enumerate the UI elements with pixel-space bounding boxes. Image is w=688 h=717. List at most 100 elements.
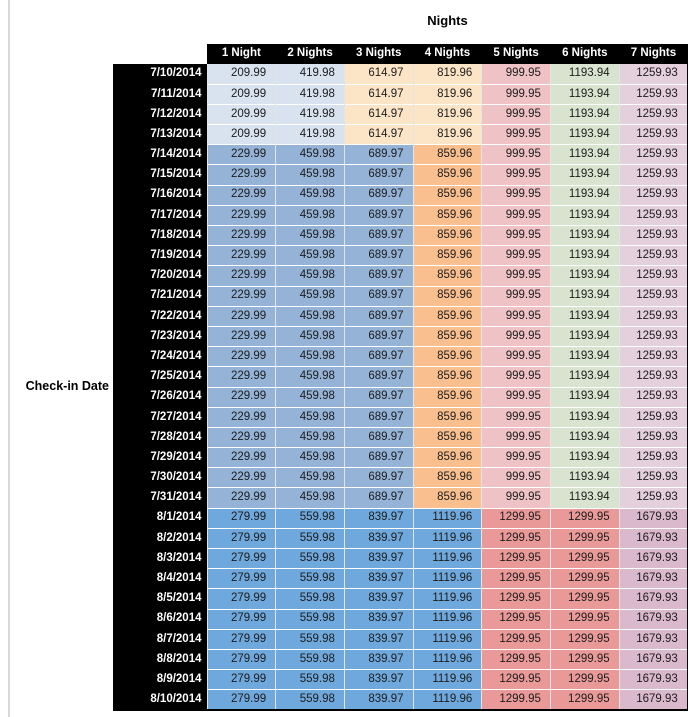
price-cell[interactable]: 459.98 xyxy=(275,164,345,186)
price-cell[interactable]: 559.98 xyxy=(275,527,345,549)
price-cell[interactable]: 229.99 xyxy=(206,487,276,509)
price-cell[interactable]: 839.97 xyxy=(343,608,414,630)
price-cell[interactable]: 689.97 xyxy=(343,305,414,327)
price-cell[interactable]: 1193.94 xyxy=(549,346,620,367)
price-cell[interactable]: 1299.95 xyxy=(549,628,620,650)
price-cell[interactable]: 1299.95 xyxy=(481,547,551,569)
row-header-date[interactable]: 7/13/2014 xyxy=(113,124,207,145)
price-cell[interactable]: 999.95 xyxy=(481,204,551,226)
row-header-date[interactable]: 7/23/2014 xyxy=(113,326,207,347)
price-cell[interactable]: 1193.94 xyxy=(549,184,620,206)
price-cell[interactable]: 999.95 xyxy=(481,265,551,287)
price-cell[interactable]: 839.97 xyxy=(343,628,414,650)
price-cell[interactable]: 229.99 xyxy=(206,245,276,266)
price-cell[interactable]: 459.98 xyxy=(275,346,345,367)
price-cell[interactable]: 459.98 xyxy=(275,305,345,327)
price-cell[interactable]: 1679.93 xyxy=(618,608,688,630)
price-cell[interactable]: 1259.93 xyxy=(618,285,688,307)
price-cell[interactable]: 229.99 xyxy=(206,467,276,488)
price-cell[interactable]: 279.99 xyxy=(206,507,276,529)
price-cell[interactable]: 279.99 xyxy=(206,669,276,690)
price-cell[interactable]: 1193.94 xyxy=(549,144,620,165)
row-header-date[interactable]: 7/12/2014 xyxy=(113,104,207,125)
price-cell[interactable]: 1119.96 xyxy=(412,628,482,650)
price-cell[interactable]: 689.97 xyxy=(343,325,414,347)
price-cell[interactable]: 1259.93 xyxy=(618,426,688,448)
price-cell[interactable]: 689.97 xyxy=(343,386,414,408)
price-cell[interactable]: 1259.93 xyxy=(618,487,688,509)
col-header-7-nights[interactable]: 7 Nights xyxy=(619,44,688,64)
price-cell[interactable]: 559.98 xyxy=(275,507,345,529)
price-cell[interactable]: 459.98 xyxy=(275,245,345,266)
price-cell[interactable]: 819.96 xyxy=(412,103,482,125)
row-header-date[interactable]: 7/10/2014 xyxy=(113,64,207,85)
price-cell[interactable]: 1193.94 xyxy=(549,366,620,387)
price-cell[interactable]: 1259.93 xyxy=(618,447,688,468)
price-cell[interactable]: 1119.96 xyxy=(412,608,482,630)
price-cell[interactable]: 1299.95 xyxy=(481,689,551,712)
price-cell[interactable]: 859.96 xyxy=(412,386,482,408)
price-cell[interactable]: 1679.93 xyxy=(618,588,688,610)
price-cell[interactable]: 279.99 xyxy=(206,547,276,569)
col-header-4-nights[interactable]: 4 Nights xyxy=(413,44,482,64)
price-cell[interactable]: 859.96 xyxy=(412,305,482,327)
price-cell[interactable]: 1259.93 xyxy=(618,164,688,186)
price-cell[interactable]: 279.99 xyxy=(206,628,276,650)
price-cell[interactable]: 1193.94 xyxy=(549,305,620,327)
price-cell[interactable]: 1193.94 xyxy=(549,325,620,347)
row-header-date[interactable]: 8/3/2014 xyxy=(113,548,207,569)
price-cell[interactable]: 1679.93 xyxy=(618,527,688,549)
row-header-date[interactable]: 7/30/2014 xyxy=(113,467,207,488)
price-cell[interactable]: 1679.93 xyxy=(618,568,688,589)
row-header-date[interactable]: 7/29/2014 xyxy=(113,447,207,468)
price-cell[interactable]: 1679.93 xyxy=(618,689,688,712)
price-cell[interactable]: 839.97 xyxy=(343,689,414,712)
row-header-date[interactable]: 8/4/2014 xyxy=(113,568,207,589)
price-cell[interactable]: 999.95 xyxy=(481,406,551,428)
price-cell[interactable]: 1193.94 xyxy=(549,467,620,488)
price-cell[interactable]: 459.98 xyxy=(275,467,345,488)
price-cell[interactable]: 209.99 xyxy=(206,64,276,85)
price-cell[interactable]: 614.97 xyxy=(343,124,414,145)
price-cell[interactable]: 1299.95 xyxy=(549,689,620,712)
price-cell[interactable]: 1259.93 xyxy=(618,204,688,226)
price-cell[interactable]: 1193.94 xyxy=(549,245,620,266)
price-cell[interactable]: 819.96 xyxy=(412,64,482,85)
price-cell[interactable]: 209.99 xyxy=(206,124,276,145)
price-cell[interactable]: 1259.93 xyxy=(618,406,688,428)
price-cell[interactable]: 279.99 xyxy=(206,648,276,670)
price-cell[interactable]: 279.99 xyxy=(206,527,276,549)
price-cell[interactable]: 229.99 xyxy=(206,346,276,367)
price-cell[interactable]: 859.96 xyxy=(412,285,482,307)
price-cell[interactable]: 1259.93 xyxy=(618,144,688,165)
price-cell[interactable]: 999.95 xyxy=(481,64,551,85)
price-cell[interactable]: 459.98 xyxy=(275,325,345,347)
price-cell[interactable]: 1299.95 xyxy=(481,568,551,589)
price-cell[interactable]: 614.97 xyxy=(343,64,414,85)
price-cell[interactable]: 1679.93 xyxy=(618,628,688,650)
price-cell[interactable]: 1259.93 xyxy=(618,184,688,206)
row-header-date[interactable]: 8/5/2014 xyxy=(113,588,207,610)
row-header-date[interactable]: 7/24/2014 xyxy=(113,346,207,367)
price-cell[interactable]: 459.98 xyxy=(275,285,345,307)
price-cell[interactable]: 1299.95 xyxy=(549,527,620,549)
col-header-2-nights[interactable]: 2 Nights xyxy=(275,44,345,64)
price-cell[interactable]: 839.97 xyxy=(343,648,414,670)
price-cell[interactable]: 999.95 xyxy=(481,124,551,145)
price-cell[interactable]: 839.97 xyxy=(343,588,414,610)
row-header-date[interactable]: 8/8/2014 xyxy=(113,649,207,670)
price-cell[interactable]: 1119.96 xyxy=(412,568,482,589)
price-cell[interactable]: 559.98 xyxy=(275,628,345,650)
price-cell[interactable]: 999.95 xyxy=(481,447,551,468)
price-cell[interactable]: 229.99 xyxy=(206,426,276,448)
price-cell[interactable]: 1259.93 xyxy=(618,305,688,327)
price-cell[interactable]: 279.99 xyxy=(206,689,276,712)
price-cell[interactable]: 459.98 xyxy=(275,366,345,387)
price-cell[interactable]: 1259.93 xyxy=(618,103,688,125)
price-cell[interactable]: 859.96 xyxy=(412,346,482,367)
price-cell[interactable]: 1299.95 xyxy=(481,608,551,630)
price-cell[interactable]: 1119.96 xyxy=(412,689,482,712)
price-cell[interactable]: 1679.93 xyxy=(618,507,688,529)
price-cell[interactable]: 689.97 xyxy=(343,346,414,367)
price-cell[interactable]: 999.95 xyxy=(481,366,551,387)
